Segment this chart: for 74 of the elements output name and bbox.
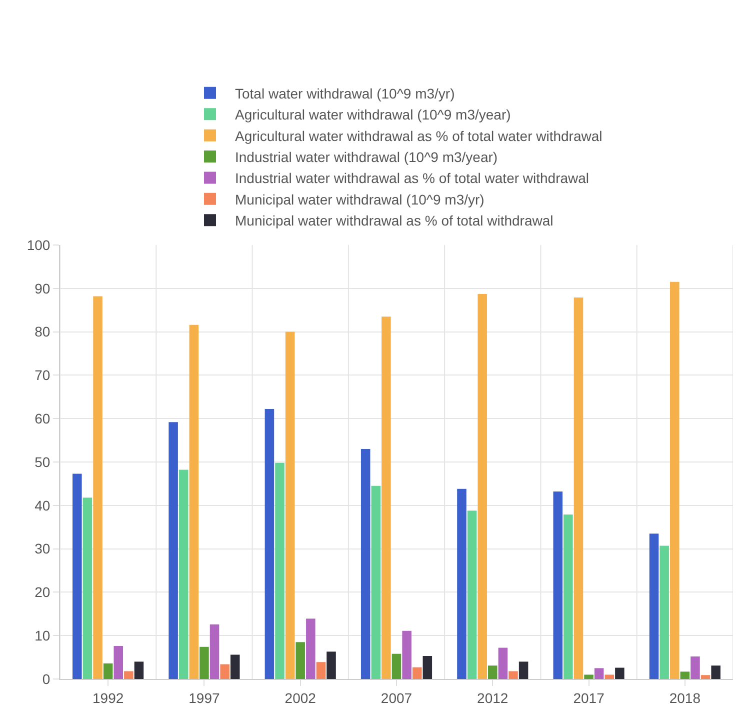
bar bbox=[422, 656, 432, 679]
bar bbox=[296, 642, 305, 679]
x-tick-label: 2017 bbox=[573, 690, 605, 706]
x-tick-label: 1992 bbox=[92, 690, 124, 706]
bar bbox=[392, 654, 402, 679]
bar bbox=[210, 624, 220, 679]
bar bbox=[690, 656, 700, 679]
bar bbox=[134, 662, 144, 679]
legend-label: Total water withdrawal (10^9 m3/yr) bbox=[235, 85, 455, 102]
bar bbox=[574, 298, 584, 679]
x-tick-label: 2007 bbox=[380, 690, 412, 706]
bar bbox=[700, 675, 710, 679]
legend-label: Municipal water withdrawal as % of total withdrawal bbox=[235, 212, 554, 229]
bar bbox=[660, 546, 669, 679]
bar bbox=[360, 448, 370, 679]
bar bbox=[604, 674, 614, 679]
bar bbox=[478, 294, 487, 679]
bar bbox=[82, 498, 92, 679]
legend-label: Industrial water withdrawal as % of total water withdrawal bbox=[235, 170, 590, 186]
bar bbox=[498, 648, 508, 679]
bar bbox=[200, 646, 209, 679]
y-tick-label: 10 bbox=[34, 628, 50, 644]
bar bbox=[382, 316, 391, 679]
bar bbox=[488, 666, 498, 679]
x-tick-label: 2002 bbox=[284, 690, 316, 706]
bar bbox=[584, 674, 594, 679]
bar bbox=[649, 534, 659, 679]
bar bbox=[711, 666, 720, 679]
bar bbox=[103, 663, 113, 679]
y-tick-label: 50 bbox=[34, 454, 50, 470]
legend-label: Municipal water withdrawal (10^9 m3/yr) bbox=[235, 191, 484, 208]
y-tick-label: 40 bbox=[34, 497, 50, 514]
y-tick-label: 100 bbox=[26, 236, 50, 253]
y-tick-label: 20 bbox=[34, 584, 50, 600]
bar bbox=[189, 324, 199, 679]
bar bbox=[275, 462, 284, 679]
bar bbox=[402, 630, 412, 679]
bar bbox=[306, 618, 316, 679]
bar bbox=[285, 332, 295, 679]
bar bbox=[518, 662, 528, 679]
bar bbox=[93, 296, 102, 679]
bar bbox=[316, 662, 326, 679]
bar bbox=[412, 667, 422, 679]
x-tick-label: 1997 bbox=[188, 690, 220, 706]
y-tick-label: 80 bbox=[34, 324, 50, 340]
x-tick-label: 2012 bbox=[477, 690, 508, 706]
bar bbox=[615, 668, 624, 679]
x-tick-label: 2018 bbox=[669, 690, 701, 706]
bar bbox=[124, 671, 134, 679]
bar bbox=[220, 664, 230, 679]
y-tick-label: 60 bbox=[34, 410, 50, 426]
bar bbox=[230, 654, 240, 679]
bar bbox=[564, 514, 573, 679]
bar bbox=[670, 282, 680, 679]
legend-label: Industrial water withdrawal (10^9 m3/year) bbox=[235, 148, 498, 165]
bar bbox=[72, 474, 82, 679]
bar bbox=[467, 510, 477, 679]
legend-label: Agricultural water withdrawal (10^9 m3/year) bbox=[235, 106, 511, 123]
bar bbox=[114, 646, 124, 679]
bar bbox=[508, 671, 518, 679]
bar bbox=[371, 486, 381, 679]
y-tick-label: 0 bbox=[42, 670, 50, 687]
y-tick-label: 90 bbox=[34, 280, 50, 296]
bar bbox=[553, 492, 563, 679]
bar bbox=[168, 422, 178, 679]
y-tick-label: 30 bbox=[34, 540, 50, 557]
bar bbox=[326, 652, 336, 679]
bar bbox=[594, 668, 604, 679]
legend-label: Agricultural water withdrawal as % of total water withdrawal bbox=[235, 128, 602, 144]
bar bbox=[680, 672, 690, 679]
bar bbox=[178, 470, 188, 679]
bar bbox=[264, 409, 274, 679]
y-tick-label: 70 bbox=[34, 367, 50, 384]
bar bbox=[457, 488, 466, 679]
